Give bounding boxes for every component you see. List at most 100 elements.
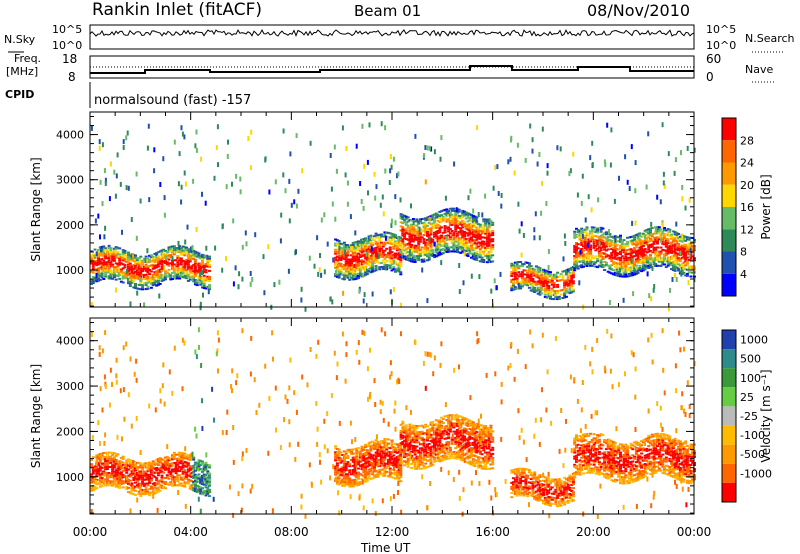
heatmap-cell — [477, 233, 481, 236]
heatmap-cell — [641, 259, 645, 262]
heatmap-cell — [441, 248, 445, 251]
heatmap-cell — [684, 260, 688, 263]
heatmap-cell — [155, 274, 159, 277]
heatmap-cell — [134, 258, 137, 261]
heatmap-cell — [342, 253, 346, 256]
heatmap-cell — [417, 249, 421, 251]
heatmap-cell — [564, 295, 568, 298]
heatmap-cell — [542, 281, 545, 283]
heatmap-cell — [204, 494, 208, 497]
heatmap-cell — [557, 279, 561, 282]
heatmap-cell — [420, 222, 424, 225]
heatmap-cell — [424, 241, 428, 244]
heatmap-cell — [100, 247, 102, 253]
heatmap-cell — [192, 481, 196, 484]
heatmap-cell — [470, 224, 473, 227]
heatmap-cell — [473, 248, 477, 251]
heatmap-cell — [144, 277, 148, 280]
heatmap-cell — [355, 247, 359, 250]
heatmap-cell — [428, 145, 431, 151]
heatmap-cell — [589, 238, 593, 241]
heatmap-cell — [201, 462, 204, 465]
heatmap-cell — [664, 245, 668, 248]
heatmap-cell — [162, 277, 166, 280]
heatmap-cell — [169, 247, 173, 250]
heatmap-cell — [337, 448, 341, 451]
heatmap-cell — [112, 270, 116, 272]
heatmap-cell — [573, 230, 577, 233]
heatmap-cell — [206, 261, 210, 264]
heatmap-cell — [146, 474, 150, 477]
heatmap-cell — [613, 253, 617, 256]
heatmap-cell — [202, 264, 206, 267]
heatmap-cell — [666, 248, 670, 251]
heatmap-cell — [661, 222, 664, 228]
heatmap-cell — [383, 474, 387, 477]
heatmap-cell — [482, 236, 486, 239]
heatmap-cell — [638, 234, 642, 237]
heatmap-cell — [156, 255, 160, 258]
heatmap-cell — [534, 265, 538, 268]
heatmap-cell — [671, 277, 674, 282]
heatmap-cell — [97, 462, 100, 464]
heatmap-cell — [440, 248, 444, 251]
heatmap-cell — [418, 232, 422, 235]
heatmap-cell — [114, 256, 118, 259]
heatmap-cell — [424, 245, 428, 248]
heatmap-cell — [346, 260, 350, 263]
heatmap-cell — [387, 446, 390, 449]
heatmap-cell — [543, 271, 547, 274]
heatmap-cell — [454, 228, 458, 231]
heatmap-cell — [434, 214, 438, 217]
heatmap-cell — [399, 221, 403, 224]
heatmap-cell — [645, 237, 649, 240]
heatmap-cell — [176, 484, 180, 487]
heatmap-cell — [401, 226, 405, 229]
heatmap-cell — [160, 265, 164, 268]
heatmap-cell — [153, 475, 157, 478]
heatmap-cell — [114, 479, 118, 482]
heatmap-cell — [107, 263, 111, 266]
heatmap-cell — [673, 259, 677, 262]
heatmap-cell — [452, 207, 456, 210]
heatmap-cell — [365, 445, 369, 448]
heatmap-cell — [132, 466, 136, 469]
heatmap-cell — [107, 259, 111, 262]
heatmap-cell — [589, 244, 593, 247]
heatmap-cell — [626, 179, 629, 185]
heatmap-cell — [114, 454, 118, 457]
heatmap-cell — [112, 259, 116, 262]
heatmap-cell — [146, 145, 149, 151]
heatmap-cell — [381, 450, 385, 453]
heatmap-cell — [385, 462, 389, 465]
heatmap-cell — [399, 476, 403, 479]
heatmap-cell — [351, 483, 355, 486]
heatmap-cell — [107, 244, 111, 247]
heatmap-cell — [408, 229, 412, 232]
heatmap-cell — [148, 265, 152, 267]
heatmap-cell — [178, 461, 182, 464]
heatmap-cell — [413, 261, 417, 263]
heatmap-cell — [181, 478, 185, 481]
heatmap-cell — [526, 280, 530, 283]
heatmap-cell — [587, 234, 591, 237]
heatmap-cell — [195, 489, 199, 491]
heatmap-cell — [141, 478, 145, 481]
heatmap-cell — [546, 163, 549, 169]
heatmap-cell — [542, 279, 545, 281]
heatmap-cell — [626, 244, 630, 247]
heatmap-cell — [397, 258, 401, 261]
heatmap-cell — [121, 263, 125, 266]
heatmap-cell — [193, 281, 197, 284]
heatmap-cell — [615, 268, 619, 271]
heatmap-cell — [559, 273, 563, 276]
heatmap-cell — [144, 482, 148, 485]
heatmap-cell — [612, 263, 615, 265]
heatmap-cell — [680, 269, 684, 272]
heatmap-cell — [531, 286, 535, 289]
heatmap-cell — [183, 266, 187, 269]
heatmap-cell — [594, 229, 598, 231]
heatmap-cell — [109, 476, 113, 479]
heatmap-cell — [348, 246, 352, 249]
heatmap-cell — [438, 235, 442, 238]
